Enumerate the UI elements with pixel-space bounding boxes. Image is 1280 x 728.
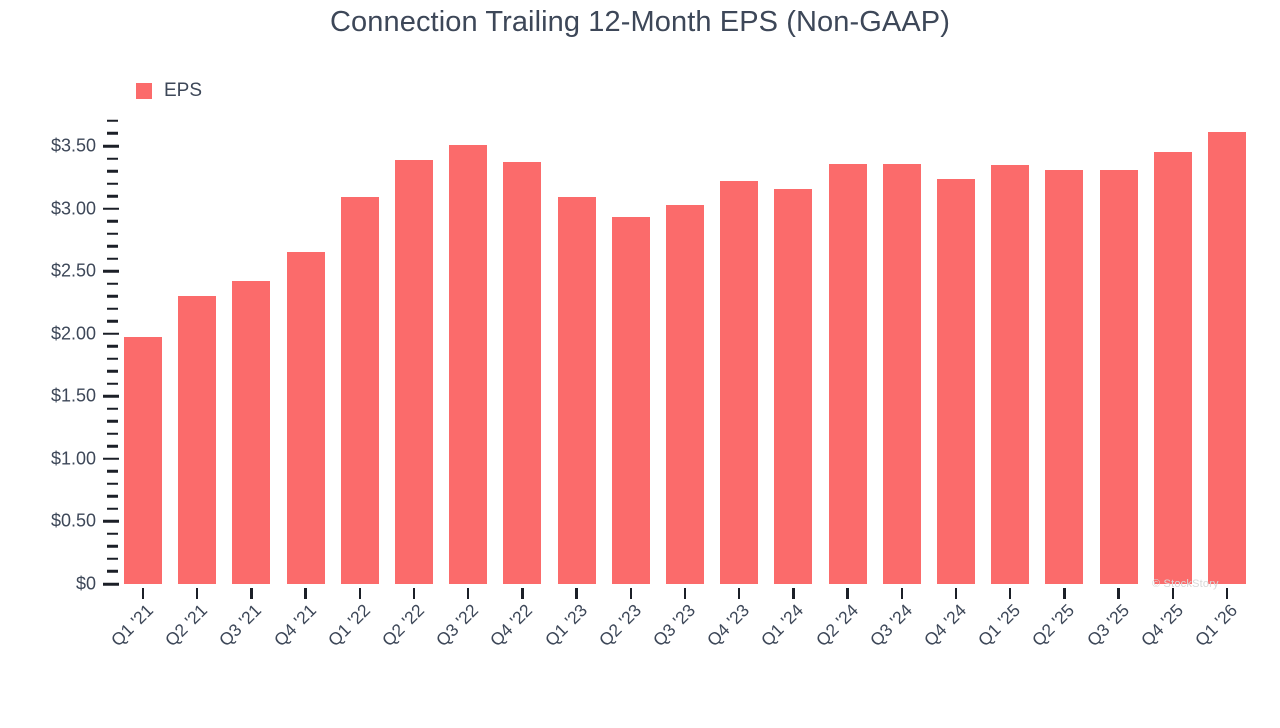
y-tick-minor bbox=[107, 570, 118, 573]
x-tick bbox=[737, 588, 741, 599]
y-tick-label: $1.50 bbox=[50, 385, 96, 406]
y-tick-minor bbox=[107, 194, 118, 198]
y-tick-major bbox=[103, 269, 119, 273]
y-tick-minor bbox=[107, 507, 118, 511]
bar[interactable] bbox=[991, 164, 1030, 584]
y-tick-major bbox=[103, 395, 119, 398]
bar[interactable] bbox=[1153, 152, 1192, 584]
x-tick bbox=[1171, 588, 1175, 599]
bar[interactable] bbox=[720, 181, 759, 584]
x-tick bbox=[792, 588, 795, 599]
y-tick-label: $2.50 bbox=[50, 260, 96, 281]
bar[interactable] bbox=[1208, 132, 1246, 584]
y-tick-minor bbox=[107, 257, 118, 260]
bar[interactable] bbox=[395, 159, 433, 584]
y-tick-minor bbox=[107, 344, 118, 348]
chart-title: Connection Trailing 12-Month EPS (Non-GA… bbox=[329, 6, 951, 38]
y-tick-minor bbox=[107, 482, 118, 486]
y-tick-minor bbox=[107, 495, 118, 498]
bar[interactable] bbox=[611, 217, 650, 584]
bar[interactable] bbox=[232, 281, 271, 584]
y-tick-label: $3.50 bbox=[50, 135, 96, 156]
y-tick-minor bbox=[107, 132, 118, 135]
bar[interactable] bbox=[449, 144, 488, 584]
y-tick-minor bbox=[107, 157, 118, 160]
x-tick bbox=[521, 588, 524, 599]
y-tick-minor bbox=[107, 432, 118, 436]
x-tick bbox=[1225, 588, 1229, 599]
y-tick-minor bbox=[107, 545, 118, 548]
x-tick bbox=[683, 588, 687, 599]
y-tick-major bbox=[103, 207, 119, 210]
bar[interactable] bbox=[937, 178, 975, 584]
y-tick-minor bbox=[107, 370, 118, 373]
y-tick-minor bbox=[107, 557, 118, 561]
bar[interactable] bbox=[774, 188, 813, 584]
x-tick bbox=[900, 588, 904, 599]
bar[interactable] bbox=[286, 252, 325, 584]
y-tick-minor bbox=[107, 219, 118, 223]
watermark: © StockStory bbox=[1152, 578, 1219, 590]
y-tick-label: $3.00 bbox=[50, 198, 96, 219]
legend-swatch-eps bbox=[136, 83, 152, 99]
x-tick bbox=[195, 588, 199, 599]
y-tick-label: $0.50 bbox=[50, 510, 96, 531]
bar[interactable] bbox=[828, 163, 867, 584]
y-axis: $0 $0.50 $1.00 $1.50 $2.00 $2.50 $3.00 $3.50 bbox=[0, 0, 96, 720]
y-tick-major bbox=[103, 144, 119, 148]
x-tick bbox=[575, 588, 578, 599]
y-tick-minor bbox=[107, 470, 118, 473]
x-tick bbox=[846, 588, 849, 599]
y-tick-label: $2.00 bbox=[50, 323, 96, 344]
y-tick-minor bbox=[107, 307, 118, 310]
bar[interactable] bbox=[340, 197, 379, 584]
y-tick-minor bbox=[107, 244, 118, 248]
y-tick-minor bbox=[107, 319, 118, 323]
x-tick bbox=[954, 588, 958, 599]
x-tick bbox=[1008, 588, 1012, 599]
bar[interactable] bbox=[557, 197, 596, 584]
y-tick-label: $1.00 bbox=[50, 448, 96, 469]
y-tick-minor bbox=[107, 294, 118, 298]
y-tick-minor bbox=[107, 169, 118, 173]
y-tick-major bbox=[103, 332, 119, 335]
x-tick bbox=[141, 588, 145, 599]
bar[interactable] bbox=[882, 163, 921, 584]
y-tick-major bbox=[103, 582, 119, 586]
y-tick-minor bbox=[107, 407, 118, 411]
x-tick bbox=[1117, 588, 1120, 599]
x-tick bbox=[250, 588, 253, 599]
x-tick bbox=[466, 588, 470, 599]
y-tick-minor bbox=[107, 357, 118, 360]
x-tick bbox=[412, 588, 416, 599]
y-tick-minor bbox=[107, 232, 118, 235]
y-tick-label: $0 bbox=[75, 573, 96, 594]
x-tick bbox=[358, 588, 362, 599]
x-tick bbox=[629, 588, 633, 599]
y-tick-minor bbox=[107, 445, 118, 448]
y-tick-minor bbox=[107, 382, 118, 386]
y-tick-major bbox=[103, 457, 119, 461]
y-tick-minor bbox=[107, 532, 118, 536]
y-tick-minor bbox=[107, 119, 118, 123]
chart-legend: EPS bbox=[136, 80, 202, 102]
y-tick-major bbox=[103, 520, 119, 523]
y-tick-minor bbox=[107, 420, 118, 423]
y-tick-minor bbox=[107, 182, 118, 185]
bar[interactable] bbox=[124, 337, 162, 584]
bar[interactable] bbox=[503, 162, 542, 584]
x-tick bbox=[304, 588, 307, 599]
bar[interactable] bbox=[178, 296, 217, 584]
x-tick bbox=[1063, 588, 1066, 599]
y-tick-minor bbox=[107, 282, 118, 285]
bar[interactable] bbox=[666, 204, 704, 584]
bar[interactable] bbox=[1045, 169, 1084, 584]
bar[interactable] bbox=[1099, 169, 1138, 584]
legend-label-eps: EPS bbox=[164, 80, 203, 101]
